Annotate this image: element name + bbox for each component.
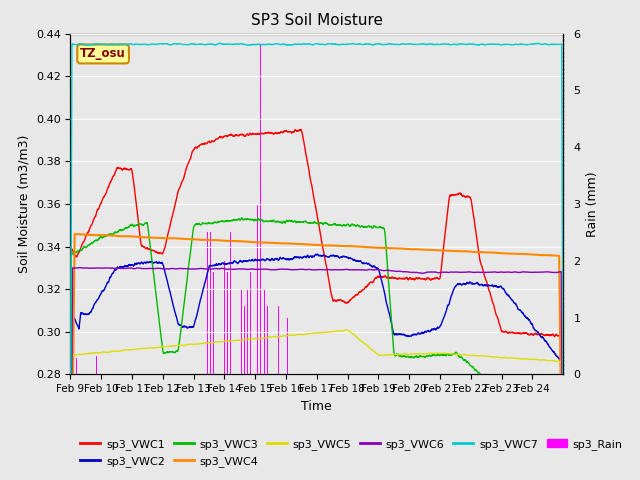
X-axis label: Time: Time [301, 400, 332, 413]
Y-axis label: Soil Moisture (m3/m3): Soil Moisture (m3/m3) [17, 135, 30, 273]
Title: SP3 Soil Moisture: SP3 Soil Moisture [251, 13, 383, 28]
Text: TZ_osu: TZ_osu [80, 48, 126, 60]
Legend: sp3_VWC1, sp3_VWC2, sp3_VWC3, sp3_VWC4, sp3_VWC5, sp3_VWC6, sp3_VWC7, sp3_Rain: sp3_VWC1, sp3_VWC2, sp3_VWC3, sp3_VWC4, … [76, 435, 627, 471]
Y-axis label: Rain (mm): Rain (mm) [586, 171, 599, 237]
